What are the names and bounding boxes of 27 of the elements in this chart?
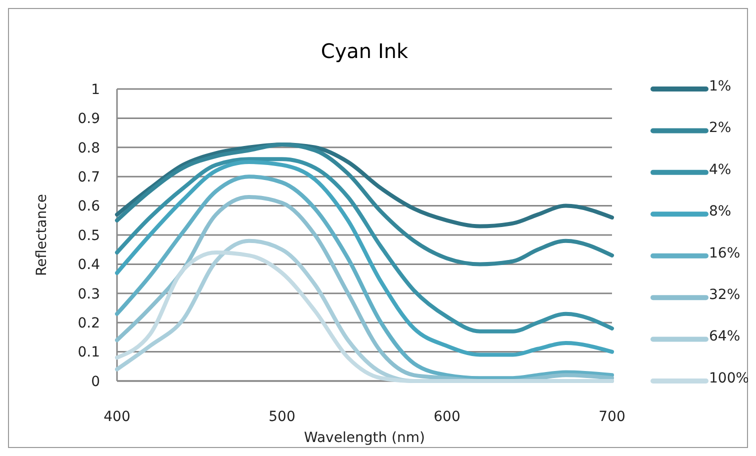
- y-tick-label: 0.3: [78, 286, 100, 302]
- legend-label: 100%: [709, 370, 750, 386]
- y-tick-label: 0.2: [78, 316, 100, 332]
- y-tick-label: 0.6: [78, 198, 100, 215]
- chart-title: Cyan Ink: [320, 39, 409, 63]
- x-tick-label: 500: [268, 409, 296, 425]
- line-series: [115, 142, 614, 266]
- y-tick-label: 0.9: [78, 111, 100, 128]
- y-tick-label: 0.7: [78, 170, 100, 186]
- legend-label: 64%: [709, 328, 740, 345]
- legend-label: 4%: [709, 162, 732, 178]
- legend-label: 1%: [709, 78, 732, 94]
- x-axis-title: Wavelength (nm): [304, 430, 425, 446]
- y-tick-label: 0.1: [78, 344, 100, 361]
- y-tick-label: 0.8: [78, 140, 100, 156]
- y-axis-title: Reflectance: [34, 194, 50, 276]
- x-tick-label: 700: [598, 409, 626, 425]
- legend-label: 16%: [709, 245, 740, 262]
- y-tick-label: 0.4: [78, 257, 100, 274]
- x-tick-label: 400: [104, 409, 130, 425]
- x-tick-label: 600: [434, 409, 460, 425]
- y-tick-label: 0.5: [78, 228, 100, 244]
- y-tick-label: 1: [91, 82, 100, 98]
- y-tick-label: 0: [91, 374, 100, 390]
- legend-label: 32%: [709, 286, 740, 303]
- legend-label: 8%: [709, 204, 732, 220]
- legend-label: 2%: [709, 120, 732, 136]
